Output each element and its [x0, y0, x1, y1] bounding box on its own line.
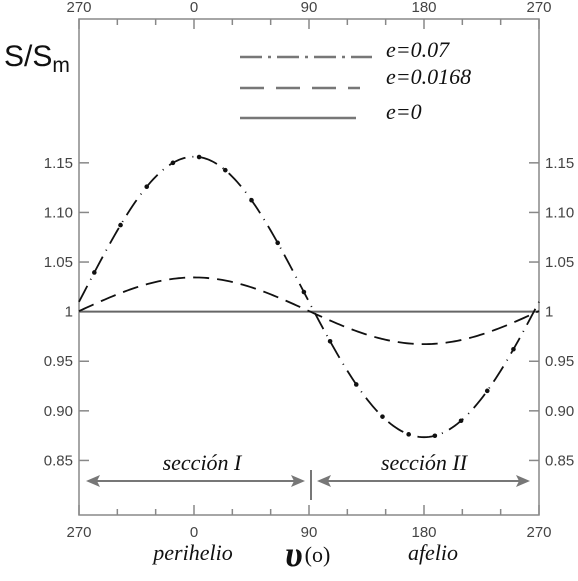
x-tick-label-top: 0	[190, 0, 198, 16]
y-tick-label-right: 1.05	[545, 254, 574, 271]
x-tick-label-bottom: 180	[411, 524, 436, 541]
x-tick-label-bottom: 270	[526, 524, 551, 541]
y-tick-label-left: 0.90	[44, 403, 73, 420]
section-2-arrowhead-right	[516, 475, 530, 487]
y-axis-label-main: S/S	[4, 40, 52, 73]
y-tick-label-right: 1.10	[545, 204, 574, 221]
series-dot-e007	[353, 382, 359, 387]
series-dots-e007	[92, 154, 516, 439]
y-tick-label-left: 0.85	[44, 452, 73, 469]
y-tick-label-left: 1.05	[44, 254, 73, 271]
x-axis-label-main: υ	[285, 534, 303, 574]
x-tick-label-top: 270	[66, 0, 91, 16]
y-tick-label-left: 1.10	[44, 204, 73, 221]
series-line-e007	[78, 155, 540, 439]
x-tick-label-bottom: 270	[66, 524, 91, 541]
series-dot-e007	[458, 418, 464, 424]
series-dot-e007	[327, 338, 333, 344]
y-tick-label-right: 1.15	[545, 155, 574, 172]
y-axis-label-sub: m	[52, 54, 70, 77]
legend-label-e007: e=0.07	[386, 37, 450, 62]
afelio-label: afelio	[408, 540, 458, 565]
y-axis-label: S/Sm	[4, 40, 70, 77]
x-axis-label-unit: (o)	[305, 542, 331, 567]
legend: e=0.07 e=0.0168 e=0	[240, 37, 471, 124]
legend-label-e00168: e=0.0168	[386, 64, 471, 89]
y-tick-label-right: 0.95	[545, 353, 574, 370]
y-tick-label-right: 1	[545, 304, 553, 321]
x-tick-label-top: 270	[526, 0, 551, 16]
section-2-label: sección II	[381, 450, 469, 475]
x-tick-label-top: 180	[411, 0, 436, 16]
series-dot-e007	[249, 197, 254, 203]
tick-marks	[78, 19, 540, 515]
section-1-arrowhead-right	[291, 475, 305, 487]
series-dot-e007	[196, 154, 202, 160]
perihelio-label: perihelio	[151, 540, 232, 565]
series-dot-e007	[275, 240, 280, 246]
series-dot-e007	[511, 346, 516, 352]
y-tick-label-left: 1	[65, 304, 73, 321]
series-dot-e007	[170, 160, 176, 166]
series-dot-e007	[380, 414, 385, 419]
tick-labels: 270 0 90 180 270 270 0 90 180 270 1.15 1.15 1.10 1.10…	[44, 0, 574, 541]
y-tick-label-right: 0.85	[545, 452, 574, 469]
x-tick-label-top: 90	[301, 0, 318, 16]
series-dot-e007	[144, 184, 150, 190]
x-tick-label-bottom: 0	[190, 524, 198, 541]
x-axis-label: υ(o)	[285, 534, 330, 574]
y-tick-label-left: 0.95	[44, 353, 73, 370]
section-1-arrowhead-left	[86, 475, 100, 487]
y-tick-label-left: 1.15	[44, 155, 73, 172]
series-dot-e007	[484, 388, 490, 394]
section-1-label: sección I	[163, 450, 243, 475]
series-line-e00168	[78, 276, 540, 346]
plot-frame	[78, 18, 540, 516]
series-dot-e007	[432, 433, 438, 439]
y-tick-label-right: 0.90	[545, 403, 574, 420]
section-arrows: sección I sección II	[86, 450, 530, 500]
series-dot-e007	[301, 289, 307, 295]
series-dot-e007	[92, 270, 97, 275]
series-dot-e007	[118, 222, 123, 228]
series-dot-e007	[406, 432, 411, 437]
series-dot-e007	[223, 167, 228, 173]
x-tick-label-bottom: 90	[301, 524, 318, 541]
legend-label-e0: e=0	[386, 99, 422, 124]
section-2-arrowhead-left	[317, 475, 331, 487]
